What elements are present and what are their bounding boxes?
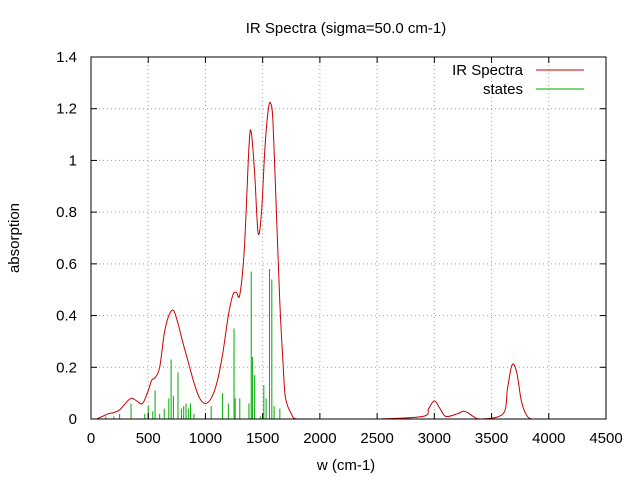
x-tick-label: 3500 xyxy=(475,430,508,447)
y-axis-label: absorption xyxy=(6,203,23,273)
x-tick-label: 1000 xyxy=(189,430,222,447)
series-layer xyxy=(96,101,595,420)
x-tick-label: 500 xyxy=(136,430,161,447)
x-tick-label: 4500 xyxy=(589,430,622,447)
x-tick-label: 2500 xyxy=(360,430,393,447)
x-tick-label: 1500 xyxy=(246,430,279,447)
y-tick-label: 0.8 xyxy=(56,204,77,221)
y-tick-label: 1 xyxy=(69,152,77,169)
y-tick-label: 1.4 xyxy=(56,49,77,66)
x-tick-label: 0 xyxy=(87,430,95,447)
x-tick-label: 4000 xyxy=(532,430,565,447)
legend-label-states: states xyxy=(483,81,523,98)
tick-labels: 0 500 1000 1500 2000 2500 3000 3500 4000 4500 0 0.2… xyxy=(56,49,623,447)
plot-frame xyxy=(90,56,607,420)
y-tick-label: 0.2 xyxy=(56,359,77,376)
y-tick-label: 0 xyxy=(69,411,77,428)
y-tick-label: 0.6 xyxy=(56,256,77,273)
y-tick-label: 1.2 xyxy=(56,101,77,118)
axis-ticks xyxy=(90,56,607,420)
x-tick-label: 2000 xyxy=(303,430,336,447)
x-tick-label: 3000 xyxy=(418,430,451,447)
y-tick-label: 0.4 xyxy=(56,308,77,325)
chart-title: IR Spectra (sigma=50.0 cm-1) xyxy=(246,20,447,37)
legend-label-ir-spectra: IR Spectra xyxy=(452,62,524,79)
grid xyxy=(91,57,606,419)
legend: IR Spectra states xyxy=(452,62,584,98)
ir-spectra-line xyxy=(96,101,595,420)
x-axis-label: w (cm-1) xyxy=(316,457,375,474)
